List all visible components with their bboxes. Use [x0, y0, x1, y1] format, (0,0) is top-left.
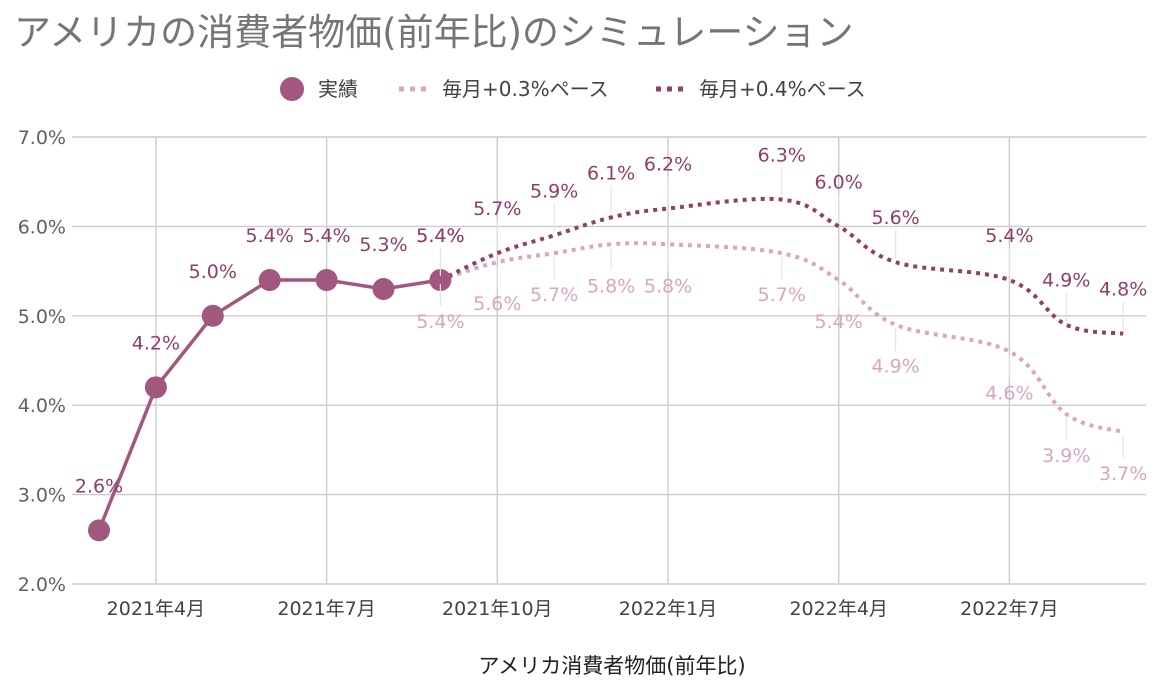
data-label-actual: 5.4% [302, 225, 350, 247]
legend-label-sim04: 毎月+0.4%ペース [699, 77, 866, 101]
x-tick-label: 2021年10月 [442, 598, 553, 620]
legend-label-sim03: 毎月+0.3%ペース [442, 77, 609, 101]
data-point-actual [201, 304, 224, 327]
data-label-sim03: 4.9% [871, 356, 919, 378]
y-tick-label: 7.0% [18, 127, 66, 149]
data-point-actual [429, 269, 452, 292]
data-point-actual [315, 269, 338, 292]
data-label-sim04: 5.7% [473, 198, 521, 220]
data-point-actual [144, 376, 167, 399]
y-tick-label: 2.0% [18, 574, 66, 596]
legend-marker-actual [280, 77, 304, 101]
x-tick-label: 2022年7月 [960, 598, 1058, 620]
data-label-actual: 5.0% [189, 261, 237, 283]
data-label-sim03: 5.8% [644, 275, 692, 297]
data-label-sim03: 5.4% [416, 311, 464, 333]
data-label-sim03: 5.4% [815, 311, 863, 333]
data-label-actual: 5.3% [359, 234, 407, 256]
data-label-sim04: 5.9% [530, 180, 578, 202]
data-label-sim03: 5.7% [758, 284, 806, 306]
data-label-actual: 5.4% [416, 225, 464, 247]
y-tick-label: 6.0% [18, 216, 66, 238]
y-tick-label: 4.0% [18, 395, 66, 417]
data-point-actual [88, 519, 110, 542]
chart-title: アメリカの消費者物価(前年比)のシミュレーション [14, 11, 854, 54]
data-label-sim03: 4.6% [985, 383, 1033, 405]
data-label-sim03: 3.7% [1099, 463, 1147, 485]
y-tick-label: 5.0% [18, 306, 66, 328]
data-label-actual: 4.2% [132, 332, 180, 354]
data-label-sim04: 6.0% [815, 171, 863, 193]
data-point-actual [258, 269, 281, 292]
data-label-sim04: 4.9% [1042, 270, 1090, 292]
data-label-sim04: 5.4% [416, 225, 464, 247]
data-label-sim03: 5.8% [587, 275, 635, 297]
data-label-sim04: 4.8% [1099, 279, 1147, 301]
data-label-sim04: 6.3% [758, 145, 806, 167]
x-tick-label: 2022年1月 [619, 598, 717, 620]
x-tick-label: 2021年4月 [107, 598, 205, 620]
x-tick-label: 2022年4月 [789, 598, 887, 620]
data-label-sim04: 6.2% [644, 154, 692, 176]
y-tick-label: 3.0% [18, 485, 66, 507]
data-label-sim04: 5.6% [871, 207, 919, 229]
data-label-sim04: 6.1% [587, 162, 635, 184]
data-point-actual [372, 277, 395, 300]
data-label-sim03: 5.6% [473, 293, 521, 315]
legend-label-actual: 実績 [318, 77, 358, 101]
data-label-sim03: 5.7% [530, 284, 578, 306]
x-tick-label: 2021年7月 [277, 598, 375, 620]
data-label-sim03: 3.9% [1042, 445, 1090, 467]
data-label-actual: 5.4% [246, 225, 294, 247]
data-label-actual: 2.6% [75, 475, 123, 497]
data-label-sim04: 5.4% [985, 225, 1033, 247]
x-axis-title: アメリカ消費者物価(前年比) [478, 654, 745, 678]
